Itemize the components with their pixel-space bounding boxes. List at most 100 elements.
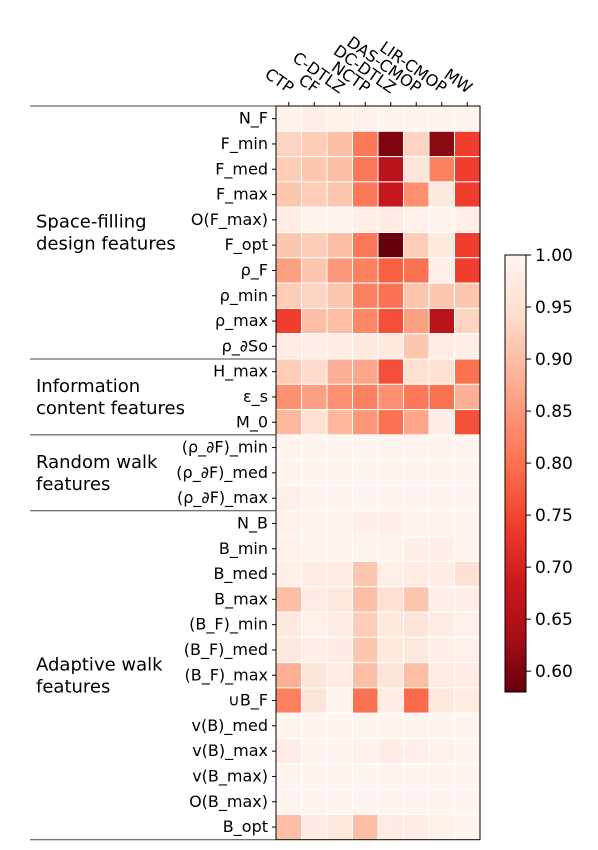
colorbar-tick-label: 0.85 xyxy=(535,402,573,422)
group-label: features xyxy=(36,474,110,495)
heatmap-cell xyxy=(403,485,430,512)
heatmap-cell xyxy=(326,738,353,765)
heatmap-cell xyxy=(377,459,404,487)
heatmap-cell xyxy=(301,383,328,411)
heatmap-cell xyxy=(352,560,379,588)
colorbar-tick-label: 0.80 xyxy=(535,454,573,474)
heatmap-cell xyxy=(326,232,353,259)
column-label: MW xyxy=(441,65,476,98)
heatmap-cell xyxy=(301,510,328,537)
heatmap-cell xyxy=(428,358,455,385)
heatmap-cell xyxy=(275,712,302,740)
heatmap-cell xyxy=(301,485,328,512)
heatmap-cell xyxy=(301,358,328,385)
heatmap-cell xyxy=(403,535,430,562)
heatmap-cell xyxy=(301,611,328,638)
heatmap-cell xyxy=(301,586,328,613)
row-label: ρ_min xyxy=(220,286,268,306)
heatmap-cell xyxy=(403,333,430,360)
row-label: (B_F)_med xyxy=(184,640,268,660)
heatmap-cell xyxy=(403,662,430,689)
row-label: (ρ_∂F)_max xyxy=(177,488,268,508)
heatmap-cell xyxy=(275,181,302,208)
heatmap-cell xyxy=(454,434,481,461)
heatmap-cell xyxy=(454,156,481,183)
heatmap-cell xyxy=(403,130,430,158)
heatmap-cell xyxy=(326,206,353,233)
heatmap-cell xyxy=(403,510,430,537)
heatmap-cell xyxy=(428,409,455,436)
row-label: H_max xyxy=(213,362,268,382)
heatmap-cell xyxy=(275,687,302,714)
heatmap-cell xyxy=(301,813,328,841)
heatmap-cell xyxy=(377,383,404,411)
heatmap-cell xyxy=(352,232,379,259)
row-label: (ρ_∂F)_med xyxy=(176,463,268,483)
heatmap-cell xyxy=(301,738,328,765)
heatmap-cell xyxy=(326,358,353,385)
heatmap-cell xyxy=(454,788,481,815)
heatmap-cell xyxy=(301,662,328,689)
heatmap-cell xyxy=(454,738,481,765)
heatmap-cell xyxy=(275,333,302,360)
heatmap-cell xyxy=(403,813,430,841)
heatmap-cell xyxy=(352,485,379,512)
heatmap-cell xyxy=(301,434,328,461)
heatmap-cell xyxy=(428,307,455,335)
row-label: ε_s xyxy=(243,387,268,407)
heatmap-cell xyxy=(352,383,379,411)
colorbar-tick-label: 0.65 xyxy=(535,610,573,630)
heatmap-cell xyxy=(377,130,404,158)
heatmap-cell xyxy=(377,788,404,815)
heatmap-cell xyxy=(275,763,302,790)
row-labels: N_F F_min F_med F_max O(F_max) F_opt ρ_F ρ_min ρ… xyxy=(176,109,276,837)
heatmap-cell xyxy=(428,611,455,638)
heatmap-cell xyxy=(301,687,328,714)
row-label: v(B_max) xyxy=(192,766,268,786)
colorbar-tick-label: 0.70 xyxy=(535,558,573,578)
heatmap-cell xyxy=(275,434,302,461)
row-label: F_opt xyxy=(225,235,268,255)
heatmap-cell xyxy=(454,485,481,512)
heatmap-cell xyxy=(275,485,302,512)
heatmap-cell xyxy=(275,232,302,259)
heatmap-cell xyxy=(301,636,328,664)
heatmap-cell xyxy=(326,307,353,335)
heatmap-cell xyxy=(428,763,455,790)
heatmap-cell xyxy=(301,763,328,790)
heatmap-cell xyxy=(352,662,379,689)
heatmap-cell xyxy=(428,560,455,588)
heatmap-cell xyxy=(326,535,353,562)
heatmap-cell xyxy=(275,662,302,689)
heatmap-cell xyxy=(275,358,302,385)
heatmap-cell xyxy=(301,535,328,562)
heatmap-cell xyxy=(352,206,379,233)
heatmap-cell xyxy=(377,611,404,638)
heatmap-cell xyxy=(275,307,302,335)
row-label: F_min xyxy=(221,134,268,154)
row-label: (B_F)_min xyxy=(189,615,268,635)
heatmap-cell xyxy=(403,459,430,487)
heatmap-cell xyxy=(403,156,430,183)
heatmap-cell xyxy=(352,181,379,208)
group-label: features xyxy=(36,676,110,697)
heatmap-cell xyxy=(275,383,302,411)
heatmap-cell xyxy=(403,282,430,309)
heatmap-cell xyxy=(428,813,455,841)
heatmap-cell xyxy=(326,712,353,740)
heatmap-cell xyxy=(377,813,404,841)
heatmap-cell xyxy=(428,687,455,714)
heatmap-cell xyxy=(454,257,481,284)
heatmap-cell xyxy=(301,232,328,259)
heatmap-cell xyxy=(454,763,481,790)
heatmap-cell xyxy=(403,358,430,385)
heatmap-cell xyxy=(352,712,379,740)
heatmap-cell xyxy=(428,130,455,158)
heatmap-cell xyxy=(428,662,455,689)
heatmap-cell xyxy=(301,459,328,487)
heatmap-cell xyxy=(377,307,404,335)
group-label: content features xyxy=(36,398,185,419)
heatmap-cell xyxy=(428,383,455,411)
row-label: ∪B_F xyxy=(228,691,268,711)
heatmap-cell xyxy=(377,282,404,309)
